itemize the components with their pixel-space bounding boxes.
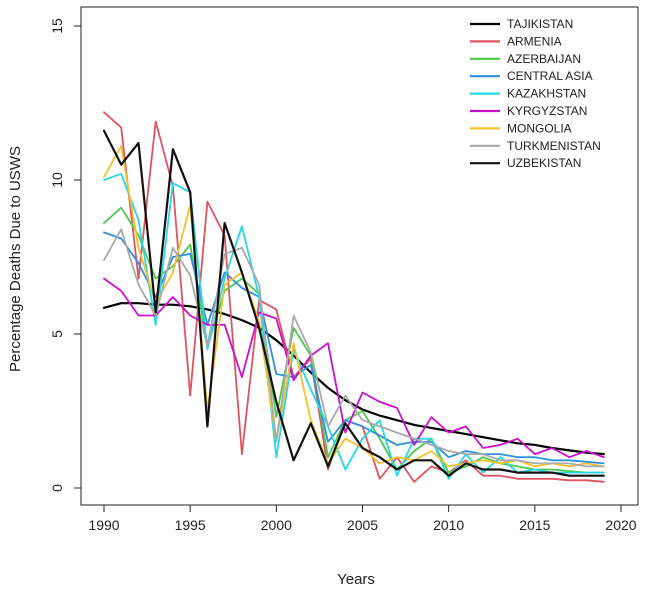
legend-label: AZERBAIJAN bbox=[507, 52, 581, 66]
series-line-turkmenistan bbox=[103, 228, 605, 468]
legend-label: KYRGYZSTAN bbox=[507, 104, 587, 118]
series-line-central-asia bbox=[103, 231, 605, 465]
x-tick-label: 2015 bbox=[519, 517, 550, 533]
legend-label: TAJIKISTAN bbox=[507, 17, 573, 31]
x-tick-label: 2020 bbox=[605, 517, 636, 533]
y-axis-label: Percentage Deaths Due to USWS bbox=[7, 146, 24, 372]
x-tick-label: 2005 bbox=[347, 517, 378, 533]
x-tick-label: 2010 bbox=[433, 517, 464, 533]
series-layer bbox=[102, 111, 605, 483]
y-tick-label: 15 bbox=[49, 18, 65, 34]
y-tick-label: 0 bbox=[49, 484, 65, 492]
legend: TAJIKISTAN ARMENIA AZERBAIJAN CENTRAL ASIA K… bbox=[470, 17, 601, 170]
legend-label: UZBEKISTAN bbox=[507, 156, 581, 170]
y-tick-label: 5 bbox=[49, 330, 65, 338]
x-tick-label: 1990 bbox=[88, 517, 119, 533]
series-line-tajikistan bbox=[102, 302, 605, 456]
series-line-azerbaijan bbox=[103, 206, 605, 474]
x-axis-label: Years bbox=[337, 571, 375, 588]
legend-label: CENTRAL ASIA bbox=[507, 69, 593, 83]
legend-label: ARMENIA bbox=[507, 34, 562, 48]
y-axis: 0 5 10 15 bbox=[49, 18, 82, 492]
legend-label: TURKMENISTAN bbox=[507, 139, 601, 153]
x-axis: 1990 1995 2000 2005 2010 2015 2020 bbox=[88, 504, 637, 533]
series-line-uzbekistan bbox=[102, 129, 605, 477]
x-tick-label: 2000 bbox=[261, 517, 292, 533]
series-line-kazakhstan bbox=[103, 172, 605, 480]
y-tick-label: 10 bbox=[49, 172, 65, 188]
x-tick-label: 1995 bbox=[175, 517, 206, 533]
series-line-kyrgyzstan bbox=[103, 277, 605, 459]
legend-label: KAZAKHSTAN bbox=[507, 87, 586, 101]
legend-label: MONGOLIA bbox=[507, 121, 572, 135]
